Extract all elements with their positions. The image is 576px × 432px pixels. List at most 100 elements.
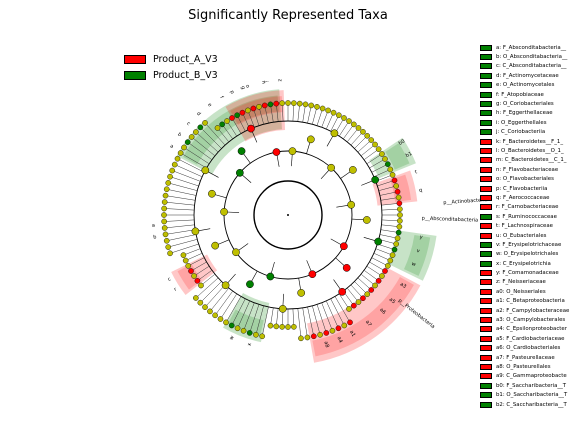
inner-node xyxy=(221,281,230,290)
leaf-node xyxy=(202,304,208,310)
side-legend-swatch xyxy=(480,110,492,117)
branch-line xyxy=(380,197,399,201)
side-legend-label: a: F_Absconditabacteria__ xyxy=(496,44,567,51)
branch-line xyxy=(164,224,195,229)
branch-line xyxy=(183,147,210,165)
side-legend-label: o: O_Flavobacteriales xyxy=(496,176,554,183)
inner-node xyxy=(327,163,336,172)
side-legend-swatch xyxy=(480,298,492,305)
branch-line xyxy=(255,305,264,335)
leaf-node xyxy=(161,212,167,218)
side-legend-item: n: F_Flavobacteriaceae xyxy=(480,165,569,174)
leaf-node xyxy=(351,121,357,128)
legend-label-product-b: Product_B_V3 xyxy=(153,69,218,81)
branch-line xyxy=(307,105,312,124)
branch-line xyxy=(270,307,274,326)
clade-label: a3 xyxy=(399,281,407,289)
leaf-node xyxy=(207,308,213,315)
side-legend-label: w: O_Erysipelotrichales xyxy=(496,251,559,258)
branch-line xyxy=(292,103,295,122)
side-legend-swatch xyxy=(480,166,492,173)
inner-node xyxy=(338,287,347,296)
leaf-node xyxy=(162,231,169,238)
branch-line xyxy=(330,115,340,132)
branch-line xyxy=(220,293,238,320)
side-legend-item: j: C_Coriobacteriia xyxy=(480,128,569,137)
leaf-node xyxy=(396,223,403,230)
branch-line xyxy=(200,273,216,286)
branch-line xyxy=(354,135,368,149)
clade-label: y xyxy=(419,234,423,240)
branch-line xyxy=(231,117,242,134)
leaf-node xyxy=(182,257,189,264)
leaf-node xyxy=(384,263,391,269)
leaf-node xyxy=(253,331,259,338)
branch-line xyxy=(375,248,393,256)
leaf-node xyxy=(355,125,362,131)
inner-node xyxy=(201,166,210,175)
side-legend-item: a6: O_Cardiobacteriales xyxy=(480,344,569,353)
branch-line xyxy=(191,136,216,157)
leaf-node xyxy=(389,252,396,258)
side-legend-label: u: O_Eubacteriales xyxy=(496,232,547,239)
nodes xyxy=(161,100,403,342)
side-legend-swatch xyxy=(480,176,492,183)
leaf-node xyxy=(197,299,204,306)
leaf-node xyxy=(302,101,309,108)
clade-shade xyxy=(307,266,421,363)
legend-item-product-b: Product_B_V3 xyxy=(124,67,218,83)
side-legend-item: a2: F_Campylobacteraceae xyxy=(480,306,569,315)
branch-line xyxy=(369,158,386,169)
side-legend-item: z: F_Neisseriaceae xyxy=(480,278,569,287)
branch-line xyxy=(316,304,327,334)
inner-node xyxy=(232,248,240,257)
leaf-node xyxy=(291,324,297,330)
clade-label: i xyxy=(262,81,268,83)
legend-item-product-a: Product_A_V3 xyxy=(124,51,218,67)
branch-line xyxy=(168,182,198,191)
side-legend-label: a9: C_Gammaproteobacte xyxy=(496,373,567,380)
branch-line xyxy=(360,144,376,157)
inner-node xyxy=(246,280,254,289)
side-legend-label: b: O_Absconditabacteria__ xyxy=(496,54,568,61)
leaf-node xyxy=(273,100,280,107)
clade-label: a5 xyxy=(388,297,397,306)
branch-line xyxy=(270,104,274,123)
leaf-node xyxy=(212,312,218,319)
side-legend-item: a1: C_Betaproteobacteria xyxy=(480,297,569,306)
leaf-node xyxy=(180,252,187,258)
branch-line xyxy=(193,265,210,277)
clade-label: n xyxy=(260,80,266,84)
leaf-node xyxy=(224,118,230,124)
branch-line xyxy=(164,208,195,211)
clade-shade-inner xyxy=(177,264,202,290)
side-legend-label: v: F_Erysipelotrichaceae xyxy=(496,241,562,248)
leaf-node xyxy=(185,263,192,269)
leaf-node xyxy=(217,316,224,322)
clade-label: a7 xyxy=(364,319,373,328)
branch-line xyxy=(190,261,207,272)
side-legend-label: g: O_Coriobacteriales xyxy=(496,101,554,108)
clade-label: d xyxy=(195,111,202,117)
side-legend-label: n: F_Flavobacteriaceae xyxy=(496,166,559,173)
leaf-node xyxy=(364,291,370,297)
clade-label: g xyxy=(239,85,246,90)
leaf-node xyxy=(372,282,378,289)
phylum-label: p__Absconditabacteria xyxy=(422,216,479,224)
leaf-node xyxy=(256,104,262,110)
leaf-node xyxy=(228,322,235,329)
branch-line xyxy=(321,302,333,331)
side-legend-label: a3: O_Campylobacterales xyxy=(496,317,566,324)
branch-line xyxy=(197,270,213,282)
branch-line xyxy=(276,103,279,122)
branch-line xyxy=(350,131,364,146)
leaf-node xyxy=(240,327,247,334)
side-legend-item: u: O_Eubacteriales xyxy=(480,231,569,240)
branch-line xyxy=(366,153,383,165)
side-legend-swatch xyxy=(480,307,492,314)
leaf-node xyxy=(360,295,366,302)
branch-line xyxy=(350,284,364,299)
clade-shade-inner xyxy=(404,235,431,276)
branch-line xyxy=(165,195,196,201)
